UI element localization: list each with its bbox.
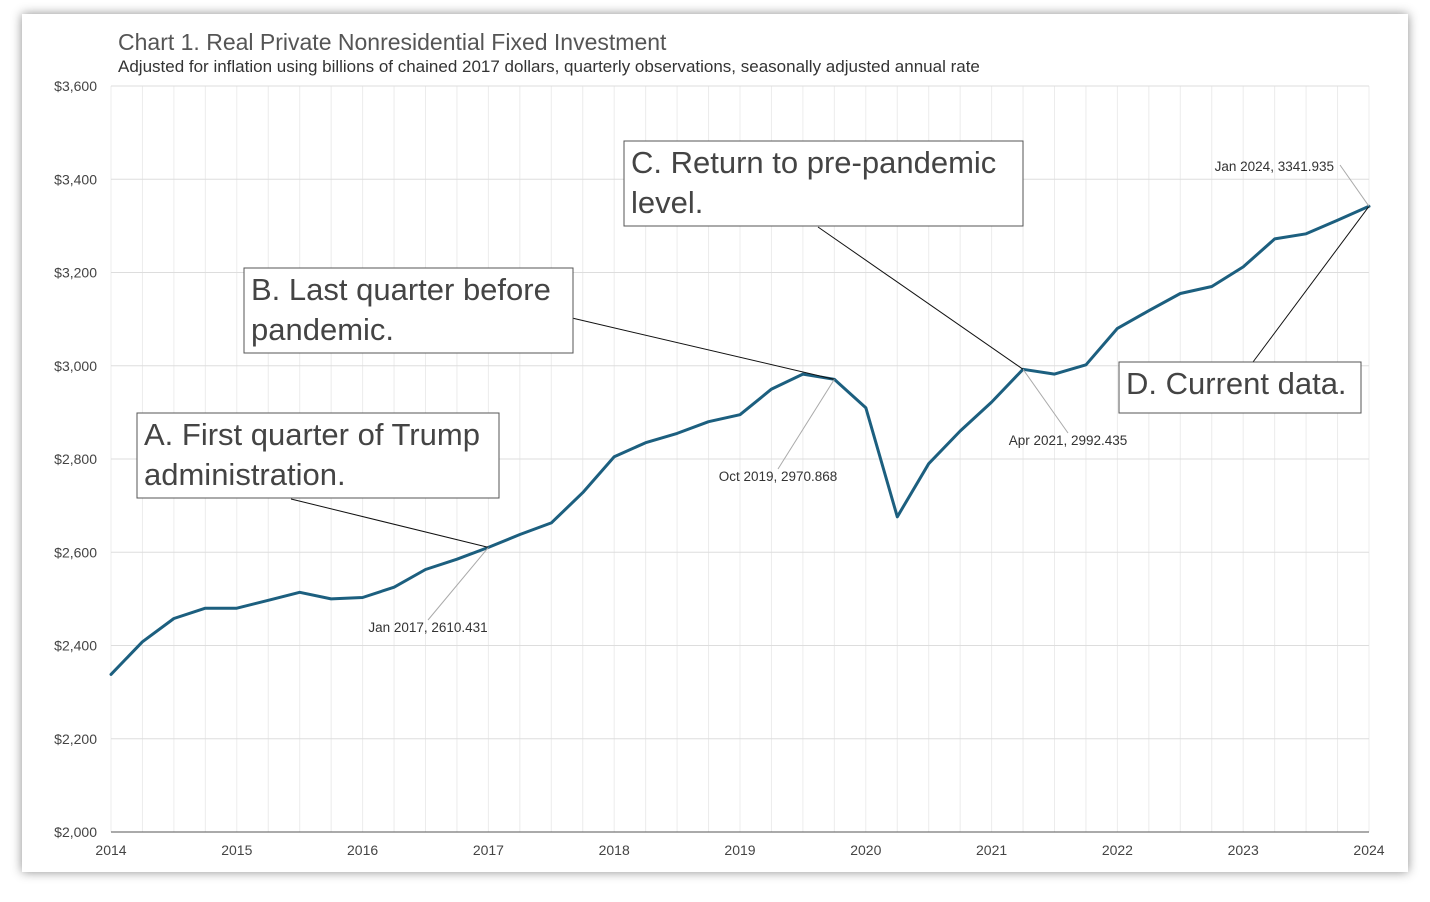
annotation-box — [623, 140, 1024, 227]
callout-leader — [1022, 368, 1069, 434]
y-tick-label: $3,200 — [54, 265, 97, 281]
annotation-box — [1118, 361, 1362, 414]
x-tick-label: 2024 — [1353, 842, 1384, 858]
annotation-text: level. — [631, 185, 703, 220]
annotation-text: C. Return to pre-pandemic — [631, 145, 996, 180]
y-axis-ticks: $2,000 $2,200 $2,400 $2,600 $2,800 $3,000 $3,2… — [54, 78, 97, 840]
x-tick-label: 2018 — [599, 842, 630, 858]
y-tick-label: $3,600 — [54, 78, 97, 94]
annotation-text: pandemic. — [251, 312, 394, 347]
annotation-leader — [290, 498, 489, 548]
annotation-boxes: A. First quarter of Trump administration.… — [136, 140, 1362, 499]
y-tick-label: $2,800 — [54, 451, 97, 467]
callout-label: Jan 2017, 2610.431 — [368, 620, 487, 635]
y-tick-label: $3,400 — [54, 171, 97, 187]
x-tick-label: 2023 — [1228, 842, 1259, 858]
series-line — [109, 204, 1371, 676]
annotation-text: A. First quarter of Trump — [144, 417, 480, 452]
y-tick-label: $2,400 — [54, 638, 97, 654]
annotation-text: administration. — [144, 457, 346, 492]
callout-label: Oct 2019, 2970.868 — [719, 469, 838, 484]
annotation-leader — [1252, 206, 1370, 363]
chart-subtitle: Adjusted for inflation using billions of… — [118, 57, 980, 76]
leader-lines — [290, 206, 1370, 548]
x-tick-label: 2014 — [95, 842, 126, 858]
data-callouts: Jan 2017, 2610.431 Oct 2019, 2970.868 Apr … — [368, 159, 1370, 635]
x-axis-ticks: 2014 2015 2016 2017 2018 2019 2020 2021 2022 2023… — [95, 842, 1384, 858]
annotation-leader — [571, 317, 835, 380]
series-layer — [109, 204, 1371, 676]
x-tick-label: 2019 — [724, 842, 755, 858]
callout-label: Apr 2021, 2992.435 — [1009, 433, 1128, 448]
annotation-text: B. Last quarter before — [251, 272, 551, 307]
chart-title: Chart 1. Real Private Nonresidential Fix… — [118, 29, 667, 55]
x-tick-label: 2022 — [1102, 842, 1133, 858]
x-tick-label: 2016 — [347, 842, 378, 858]
x-tick-label: 2017 — [473, 842, 504, 858]
callout-leader — [427, 547, 489, 621]
annotation-box — [136, 412, 500, 499]
annotation-text: D. Current data. — [1126, 366, 1347, 401]
annotation-leader — [817, 226, 1024, 370]
x-tick-label: 2020 — [850, 842, 881, 858]
y-tick-label: $2,000 — [54, 824, 97, 840]
callout-leader — [1339, 164, 1370, 207]
x-tick-label: 2021 — [976, 842, 1007, 858]
callout-label: Jan 2024, 3341.935 — [1215, 159, 1334, 174]
x-tick-label: 2015 — [221, 842, 252, 858]
y-tick-label: $2,200 — [54, 731, 97, 747]
annotation-box — [243, 267, 574, 354]
y-tick-label: $2,600 — [54, 544, 97, 560]
y-tick-label: $3,000 — [54, 358, 97, 374]
callout-leader — [777, 379, 835, 470]
